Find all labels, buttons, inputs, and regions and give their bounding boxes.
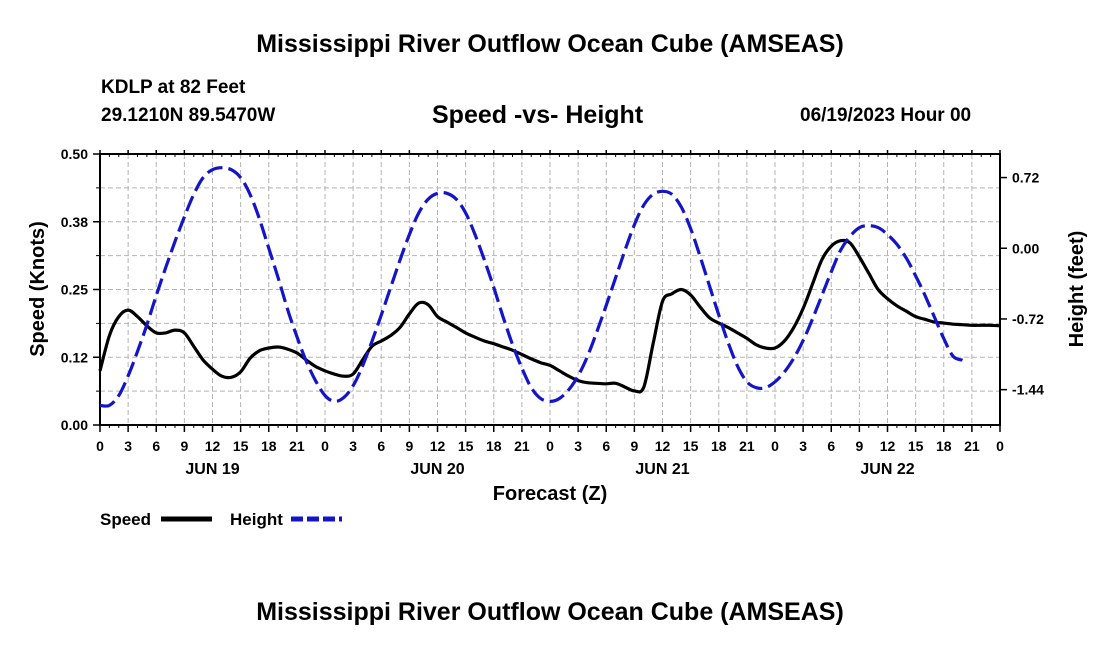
legend-speed-label: Speed (100, 510, 151, 529)
x-tick-label: 21 (739, 438, 755, 454)
y2-tick-label: -1.44 (1012, 382, 1044, 398)
x-tick-label: 12 (205, 438, 221, 454)
legend: Speed Height (100, 510, 342, 529)
y-tick-label: 0.12 (61, 349, 88, 365)
y-tick-label: 0.50 (61, 146, 88, 162)
x-tick-label: 9 (630, 438, 638, 454)
x-tick-label: 0 (321, 438, 329, 454)
day-label: JUN 21 (635, 461, 689, 478)
x-tick-label: 18 (711, 438, 727, 454)
x-tick-label: 0 (996, 438, 1004, 454)
station-label: KDLP at 82 Feet (101, 77, 246, 98)
x-tick-label: 15 (458, 438, 474, 454)
forecast-datetime: 06/19/2023 Hour 00 (800, 105, 972, 126)
x-tick-label: 3 (574, 438, 582, 454)
x-tick-label: 9 (180, 438, 188, 454)
x-tick-label: 21 (964, 438, 980, 454)
x-tick-label: 18 (261, 438, 277, 454)
x-tick-label: 9 (405, 438, 413, 454)
x-tick-label: 3 (349, 438, 357, 454)
x-tick-label: 12 (655, 438, 671, 454)
speed-series-line (98, 238, 1001, 394)
x-tick-label: 12 (430, 438, 446, 454)
chart-subtitle: Speed -vs- Height (432, 101, 644, 129)
x-tick-label: 15 (908, 438, 924, 454)
main-title: Mississippi River Outflow Ocean Cube (AM… (256, 30, 844, 58)
y2-tick-label: 0.72 (1012, 170, 1039, 186)
grid (100, 154, 1000, 425)
x-tick-label: 21 (514, 438, 530, 454)
x-tick-label: 0 (771, 438, 779, 454)
coordinates-label: 29.1210N 89.5470W (101, 105, 276, 126)
x-tick-label: 6 (602, 438, 610, 454)
x-tick-label: 0 (96, 438, 104, 454)
x-tick-label: 0 (546, 438, 554, 454)
x-tick-label: 6 (377, 438, 385, 454)
axis-ticks: 0 3 6 9 12 15 18 21 0 3 6 9 12 15 18 21 0 3 6 9 12 15 18 21 0 3 6 9… (61, 146, 1044, 478)
x-tick-label: 15 (683, 438, 699, 454)
x-tick-label: 9 (855, 438, 863, 454)
x-tick-label: 3 (799, 438, 807, 454)
x-tick-label: 18 (486, 438, 502, 454)
day-label: JUN 20 (410, 461, 464, 478)
y-tick-label: 0.38 (61, 214, 88, 230)
y-axis-label: Speed (Knots) (27, 221, 49, 357)
x-tick-label: 21 (289, 438, 305, 454)
bottom-title: Mississippi River Outflow Ocean Cube (AM… (256, 598, 844, 626)
x-tick-label: 18 (936, 438, 952, 454)
day-label: JUN 19 (185, 461, 239, 478)
y-tick-label: 0.25 (61, 282, 88, 298)
y2-tick-label: 0.00 (1012, 240, 1039, 256)
y-tick-label: 0.00 (61, 417, 88, 433)
x-tick-label: 12 (880, 438, 896, 454)
x-tick-label: 6 (152, 438, 160, 454)
x-tick-label: 15 (233, 438, 249, 454)
x-tick-label: 6 (827, 438, 835, 454)
y2-axis-label: Height (feet) (1066, 231, 1088, 348)
day-label: JUN 22 (860, 461, 914, 478)
x-axis-label: Forecast (Z) (493, 483, 607, 505)
legend-height-label: Height (230, 510, 283, 529)
x-tick-label: 3 (124, 438, 132, 454)
y2-tick-label: -0.72 (1012, 311, 1044, 327)
height-series-line (99, 166, 964, 408)
series-lines (98, 166, 1001, 408)
